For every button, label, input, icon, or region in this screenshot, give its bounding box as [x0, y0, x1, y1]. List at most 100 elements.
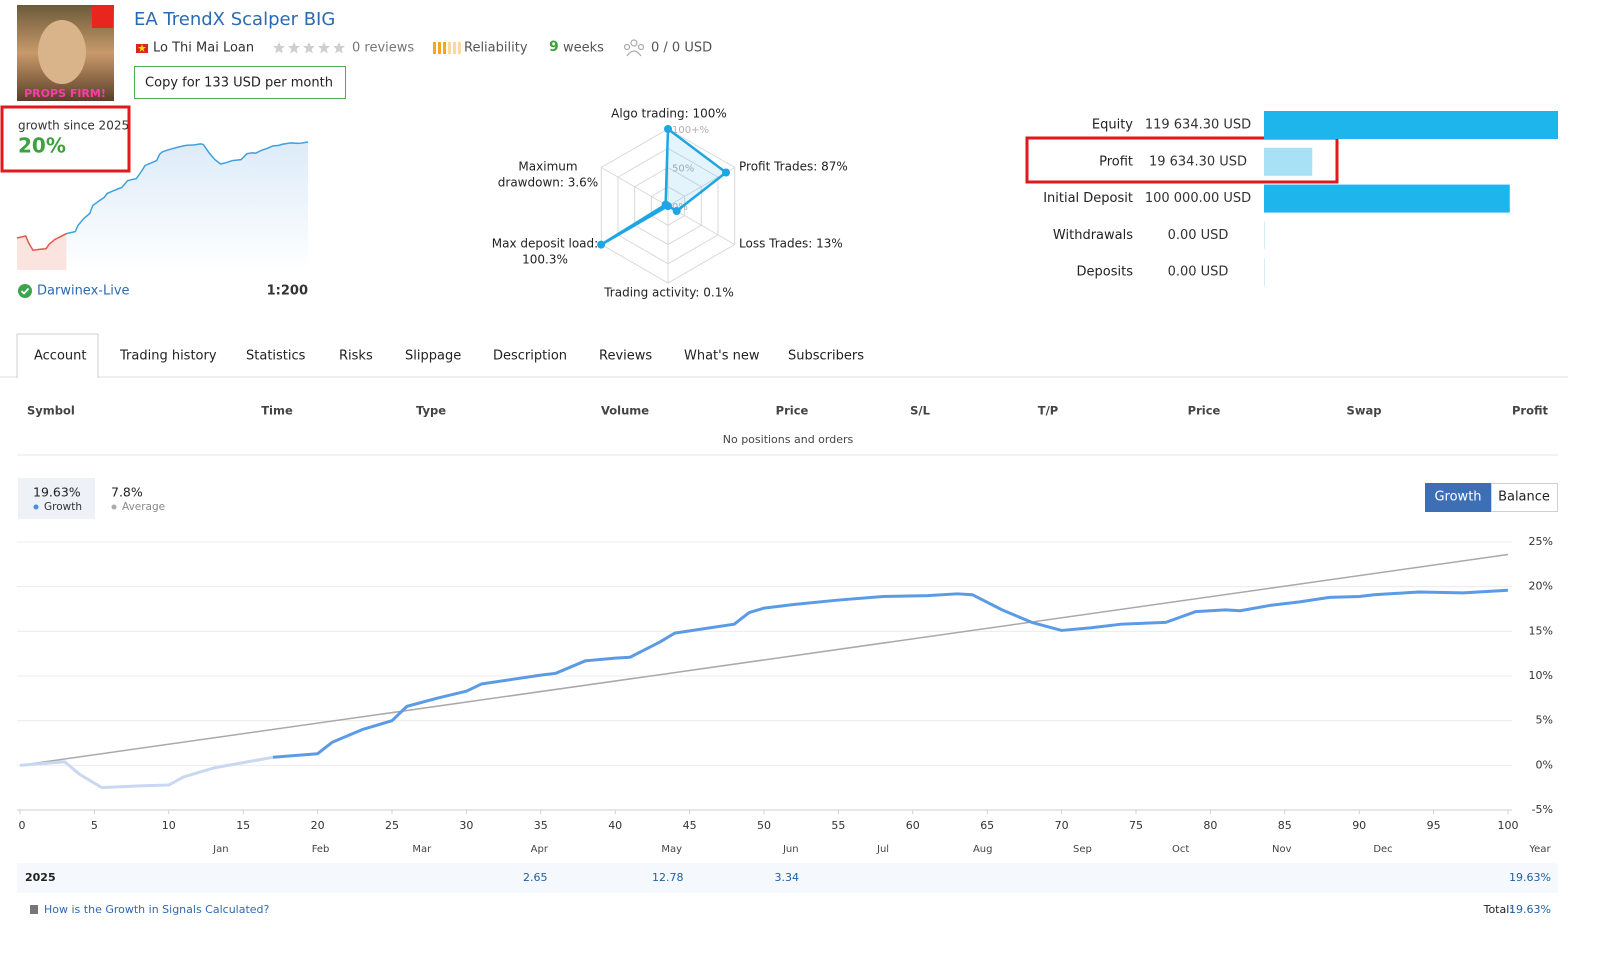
tab[interactable]: Statistics [246, 349, 306, 364]
stat-dot [33, 504, 39, 510]
balance-bar [1264, 258, 1265, 287]
radar-label: Profit Trades: 87% [739, 160, 848, 174]
balance-value: 0.00 USD [1168, 265, 1229, 280]
rating-star [333, 42, 345, 54]
x-tick-label: 10 [162, 819, 176, 832]
stat-value: 19.63% [33, 485, 81, 500]
rating-star [318, 42, 330, 54]
month-label: Feb [312, 844, 330, 855]
month-label: Mar [412, 844, 432, 855]
flash-badge [92, 6, 113, 28]
reliability-icon [433, 42, 461, 54]
active-tab [16, 333, 99, 378]
x-tick-label: 30 [459, 819, 473, 832]
x-tick-label: 55 [831, 819, 845, 832]
growth-label: growth since 2025 [18, 119, 129, 133]
y-tick-label: 15% [1529, 624, 1553, 637]
month-label: Jun [782, 844, 799, 855]
y-tick-label: 25% [1529, 535, 1553, 548]
tab[interactable]: Risks [339, 349, 373, 364]
balance-label: Profit [1099, 154, 1133, 169]
signal-title: EA TrendX Scalper BIG [134, 9, 335, 30]
x-tick-label: 15 [236, 819, 250, 832]
radar-area [600, 126, 729, 246]
x-tick-label: 90 [1352, 819, 1366, 832]
column-header: Volume [601, 404, 649, 418]
stat-value: 7.8% [111, 485, 143, 500]
tab[interactable]: Account [34, 349, 87, 364]
weeks-label: weeks [563, 41, 604, 56]
tab[interactable]: Description [493, 349, 567, 364]
mini-area [66, 141, 308, 270]
month-label: Sep [1073, 844, 1092, 855]
balance-value: 0.00 USD [1168, 228, 1229, 243]
toggle-button[interactable] [1491, 483, 1558, 512]
x-tick-label: 70 [1055, 819, 1069, 832]
balance-value: 100 000.00 USD [1145, 191, 1251, 206]
year-row-bg [17, 863, 1558, 893]
x-tick-label: 20 [311, 819, 325, 832]
radar-point [664, 125, 672, 133]
column-header: S/L [910, 404, 930, 418]
year-label: Year [1528, 844, 1551, 855]
month-label: Nov [1272, 844, 1292, 855]
highlight-box [1025, 136, 1339, 184]
column-header: Swap [1347, 404, 1382, 418]
tab[interactable]: Slippage [405, 349, 461, 364]
balance-bar [1264, 147, 1313, 176]
year-cell: 2025 [25, 871, 56, 884]
balance-bar [1264, 111, 1558, 139]
total-label: Total: [1483, 903, 1513, 916]
total-value: 19.63% [1509, 903, 1551, 916]
column-header: T/P [1038, 404, 1058, 418]
help-link[interactable]: How is the Growth in Signals Calculated? [44, 903, 270, 916]
mini-line [16, 232, 67, 252]
radar-scale-label: 50% [672, 164, 694, 175]
radar-label: Algo trading: 100% [611, 107, 727, 121]
series-line [19, 553, 1509, 767]
x-tick-label: 65 [980, 819, 994, 832]
avatar-face [38, 20, 86, 84]
radar-scale-label: 100+% [672, 125, 709, 136]
x-tick-label: 45 [683, 819, 697, 832]
month-return: 2.65 [523, 871, 548, 884]
reviews: 0 reviews [352, 41, 414, 56]
subscribers: 0 / 0 USD [651, 41, 712, 56]
balance-bar [1264, 221, 1265, 250]
x-tick-label: 35 [534, 819, 548, 832]
subscribers-icon [623, 39, 645, 57]
balance-label: Equity [1092, 118, 1133, 133]
reliability: Reliability [464, 41, 528, 56]
radar-point [722, 168, 731, 177]
empty-message: No positions and orders [723, 433, 854, 446]
tab[interactable]: What's new [684, 349, 760, 364]
column-header: Type [416, 404, 446, 418]
radar-spoke [601, 167, 669, 207]
balance-label: Withdrawals [1053, 228, 1133, 243]
month-label: Dec [1373, 844, 1392, 855]
radar-label: Loss Trades: 13% [739, 237, 843, 251]
image-caption: PROPS FIRM! [24, 87, 106, 100]
x-tick-label: 50 [757, 819, 771, 832]
x-tick-label: 100 [1498, 819, 1519, 832]
x-tick-label: 40 [608, 819, 622, 832]
tab[interactable]: Trading history [119, 349, 217, 364]
y-tick-label: 5% [1536, 714, 1553, 727]
highlight-box [0, 105, 131, 173]
growth-value: 20% [18, 134, 66, 158]
y-tick-label: 0% [1536, 758, 1553, 771]
column-header: Price [776, 404, 809, 418]
rating-star [303, 42, 315, 54]
copy-button[interactable] [134, 66, 346, 99]
leverage: 1:200 [267, 284, 308, 299]
help-icon [30, 905, 38, 914]
y-tick-label: 10% [1529, 669, 1553, 682]
toggle-button[interactable] [1425, 483, 1492, 512]
tab[interactable]: Subscribers [788, 349, 864, 364]
tab[interactable]: Reviews [599, 349, 652, 364]
y-tick-label: 20% [1529, 580, 1553, 593]
rating-star [273, 42, 285, 54]
toggle-label: Growth [1434, 490, 1481, 505]
stat-label: Average [122, 501, 165, 513]
